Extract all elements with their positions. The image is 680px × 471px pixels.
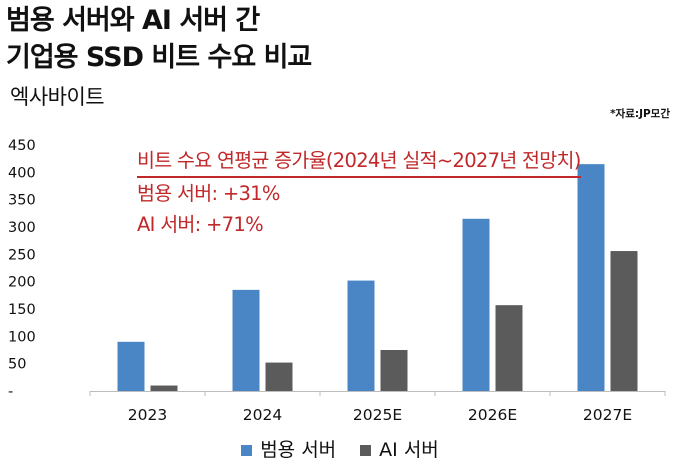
bar-general-server [462, 218, 490, 391]
y-tick-label: 250 [8, 247, 36, 263]
bar-ai-server [150, 385, 178, 391]
legend-swatch-general-server [241, 444, 253, 456]
chart-title: 범용 서버와 AI 서버 간 기업용 SSD 비트 수요 비교 [6, 2, 312, 76]
cagr-annotation: 비트 수요 연평균 증가율(2024년 실적~2027년 전망치) 범용 서버:… [137, 145, 581, 240]
unit-label: 엑사바이트 [10, 85, 105, 109]
bar-ai-server [610, 251, 638, 391]
x-tick-label: 2024 [243, 406, 282, 424]
legend: 범용 서버 AI 서버 [0, 438, 680, 462]
legend-item-general-server: 범용 서버 [241, 438, 336, 462]
annotation-ai-server: AI 서버: +71% [137, 213, 264, 236]
legend-item-ai-server: AI 서버 [360, 438, 439, 462]
bars [117, 164, 638, 391]
y-tick-label: 300 [8, 220, 36, 236]
bar-general-server [117, 341, 145, 391]
y-tick-label: 450 [8, 138, 36, 154]
bar-general-server [347, 280, 375, 391]
y-tick-label: 200 [8, 275, 36, 291]
title-line-2: 기업용 SSD 비트 수요 비교 [6, 42, 312, 73]
annotation-general-server: 범용 서버: +31% [137, 182, 280, 205]
bar-ai-server [265, 362, 293, 391]
y-tick-label: - [8, 384, 13, 400]
bar-general-server [232, 289, 260, 391]
y-tick-label: 350 [8, 193, 36, 209]
x-axis: 2023 2024 2025E 2026E 2027E [89, 391, 666, 424]
x-tick-label: 2025E [353, 406, 402, 424]
x-tick-label: 2027E [583, 406, 632, 424]
legend-label-general-server: 범용 서버 [260, 439, 337, 461]
y-tick-label: 400 [8, 165, 36, 181]
bar-ai-server [495, 305, 523, 391]
y-tick-label: 50 [8, 357, 26, 373]
bar-general-server [577, 164, 605, 391]
annotation-heading: 비트 수요 연평균 증가율(2024년 실적~2027년 전망치) [137, 145, 581, 178]
bar-ai-server [380, 350, 408, 391]
y-tick-label: 100 [8, 329, 36, 345]
legend-label-ai-server: AI 서버 [379, 439, 439, 461]
title-line-1: 범용 서버와 AI 서버 간 [6, 5, 260, 36]
legend-swatch-ai-server [360, 444, 372, 456]
x-tick-label: 2026E [468, 406, 517, 424]
y-axis: - 50 100 150 200 250 300 350 400 450 [8, 138, 36, 400]
y-tick-label: 150 [8, 302, 36, 318]
x-tick-label: 2023 [128, 406, 167, 424]
source-note: *자료:JP모간 [610, 108, 670, 120]
